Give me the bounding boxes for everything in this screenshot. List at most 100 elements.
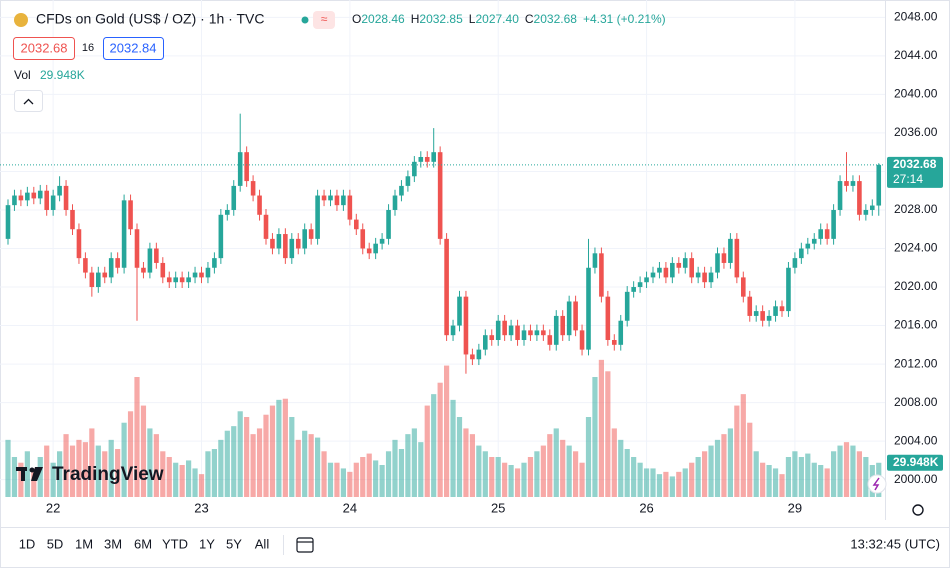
volume-bar <box>695 457 701 497</box>
range-button[interactable]: 1Y <box>199 536 215 551</box>
candle-body <box>870 205 875 210</box>
candle-body <box>399 185 404 196</box>
volume-bar <box>173 462 179 497</box>
volume-bar <box>224 430 230 497</box>
symbol-title[interactable]: CFDs on Gold (US$ / OZ) · 1h · TVC <box>36 11 264 27</box>
candle-body <box>515 325 520 341</box>
volume-bar <box>166 457 172 497</box>
ask-box[interactable] <box>103 37 164 60</box>
candle-body <box>657 267 662 273</box>
volume-bar <box>360 457 366 497</box>
volume-bar <box>779 474 785 497</box>
volume-bar <box>192 468 198 497</box>
legend-key: L <box>469 12 476 26</box>
x-tick-label: 24 <box>343 500 357 515</box>
volume-bar <box>785 457 792 497</box>
candle-body <box>695 272 701 278</box>
range-button[interactable]: 1M <box>75 536 93 551</box>
y-tick-label: 2020.00 <box>894 279 938 293</box>
volume-bar <box>69 445 76 497</box>
volume-bar <box>340 468 346 497</box>
x-tick-label: 23 <box>194 500 208 515</box>
candle-body <box>670 262 675 278</box>
volume-bar <box>637 462 643 497</box>
candle-body <box>631 287 636 292</box>
legend-key: O <box>352 12 361 26</box>
volume-bar <box>302 430 308 497</box>
compare-button[interactable] <box>313 11 335 29</box>
volume-bar <box>805 453 811 497</box>
range-button[interactable]: All <box>255 536 270 551</box>
bid-box[interactable] <box>13 37 75 60</box>
countdown-label: 27:14 <box>893 172 923 186</box>
candle-body <box>534 330 540 336</box>
candle-body <box>721 253 727 263</box>
volume-bar <box>824 468 830 497</box>
candle-body <box>199 272 204 278</box>
range-button[interactable]: 6M <box>134 536 152 551</box>
candle-body <box>270 238 275 249</box>
volume-bar <box>121 422 127 497</box>
candle-body <box>450 325 456 336</box>
volume-bar <box>766 465 772 497</box>
collapse-button[interactable] <box>14 90 43 112</box>
volume-bar <box>856 451 862 497</box>
volume-bar <box>753 451 759 497</box>
candle-body <box>412 161 417 177</box>
candle-body <box>360 229 366 249</box>
legend-value: 2027.40 <box>475 12 519 26</box>
range-button[interactable]: 5D <box>47 536 64 551</box>
range-button[interactable]: YTD <box>162 536 188 551</box>
candle-body <box>308 229 314 239</box>
volume-bar <box>772 468 779 497</box>
volume-bar <box>818 465 824 497</box>
volume-bar <box>24 451 30 497</box>
candle-body <box>547 335 553 345</box>
candle-body <box>302 229 307 249</box>
volume-bar <box>31 468 37 497</box>
candle-body <box>741 277 746 297</box>
volume-bar <box>740 394 746 497</box>
candle-body <box>618 320 624 345</box>
candle-body <box>147 248 153 273</box>
x-tick-label: 25 <box>491 500 505 515</box>
last-price-label: 2032.68 <box>893 157 937 171</box>
volume-bar <box>573 451 579 497</box>
candle-body <box>431 152 436 162</box>
volume-bar <box>669 476 675 497</box>
volume-bar <box>708 445 714 497</box>
y-tick-label: 2024.00 <box>894 241 938 255</box>
y-tick-label: 2000.00 <box>894 472 938 486</box>
volume-bar <box>514 468 521 497</box>
candle-body <box>708 272 714 283</box>
volume-bar <box>385 451 392 497</box>
candle-body <box>463 296 469 355</box>
candle-body <box>876 164 882 206</box>
range-button[interactable]: 5Y <box>226 536 242 551</box>
volume-tag-label: 29.948K <box>893 455 939 469</box>
volume-bar <box>469 434 475 497</box>
volume-bar <box>102 451 108 497</box>
volume-bar <box>373 460 379 497</box>
clock: 13:32:45 (UTC) <box>850 536 940 551</box>
calendar-icon[interactable] <box>296 537 314 553</box>
legend-key: C <box>525 12 534 26</box>
volume-bar <box>244 417 250 497</box>
range-button[interactable]: 1D <box>19 536 36 551</box>
candle-body <box>676 262 682 268</box>
candle-body <box>476 349 482 360</box>
indicator-icon[interactable] <box>867 474 887 494</box>
candle-body <box>392 195 398 210</box>
candle-body <box>521 330 527 341</box>
candle-body <box>108 258 114 278</box>
candle-body <box>702 272 707 283</box>
candle-body <box>186 277 191 283</box>
candle-body <box>424 156 430 162</box>
volume-bar <box>18 462 24 497</box>
volume-bar <box>792 451 798 497</box>
settings-icon[interactable] <box>912 504 924 516</box>
range-button[interactable]: 3M <box>104 536 122 551</box>
volume-bar <box>482 451 488 497</box>
y-tick-label: 2044.00 <box>894 48 938 62</box>
